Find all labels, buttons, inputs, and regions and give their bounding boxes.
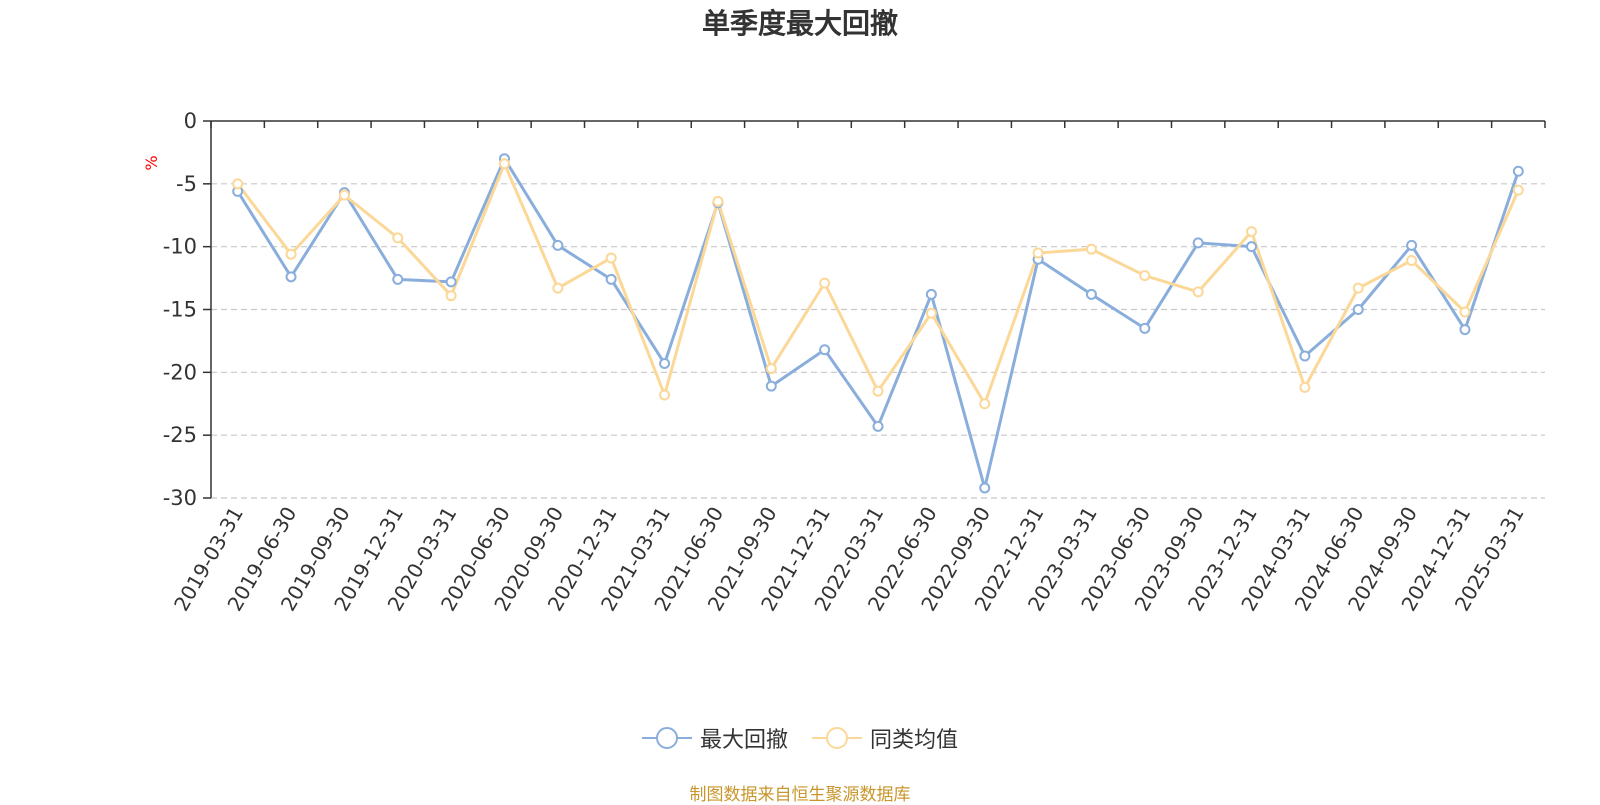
series-2-point [338,189,350,201]
series-2-point [1246,226,1258,238]
source-note: 制图数据来自恒生聚源数据库 [689,785,911,805]
legend-circle-series-2 [826,727,848,749]
legend-marker-series-2-icon [812,727,862,749]
series-2-point [872,385,884,397]
series-2-point [712,195,724,207]
y-tick-label: -25 [163,423,197,447]
series-1-point [1192,237,1204,249]
series-2-point [1192,286,1204,298]
series-2-point [605,252,617,264]
series-2-point [1406,254,1418,266]
legend-marker-series-1-icon [641,727,692,749]
series-2-point [445,290,457,302]
series-1-point [979,482,991,494]
y-axis-unit-label: % [142,155,161,170]
series-1-point [1352,304,1364,315]
series-1-point [285,271,297,283]
series-2-point [232,178,244,190]
series-2-point [659,389,671,401]
chart-title: 单季度最大回撤 [701,7,898,40]
legend-item-series-2[interactable]: 同类均值 [812,722,958,754]
series-2-point [1139,270,1151,282]
series-1-point [1246,241,1258,253]
series-1-point [445,276,457,288]
series-2-point [765,363,777,375]
y-tick-label: -20 [163,360,197,384]
series-2-point [925,307,937,319]
series-1-point [1459,324,1471,336]
legend-item-series-1[interactable]: 最大回撤 [641,722,788,754]
series-1-point [872,420,884,432]
series-2-point [1352,282,1364,294]
y-tick-label: -5 [176,172,197,196]
line-chart: 0-5-10-15-20-25-302019-03-312019-06-3020… [142,109,1546,615]
series-1-point [1085,288,1097,300]
series-2-point [1512,184,1524,196]
series-line-2 [236,162,1520,406]
series-2-point [392,232,404,244]
legend-circle-series-1 [655,727,678,749]
series-1-point [1299,350,1311,362]
series-2-point [1085,243,1097,255]
series-1-point [552,239,564,251]
series-2-point [552,282,564,294]
series-2-point [819,277,831,289]
legend-label-series-1: 最大回撤 [699,728,788,753]
y-tick-label: -15 [163,298,197,322]
series-1-point [925,288,937,300]
series-2-point [285,248,297,260]
series-1-point [605,273,617,285]
series-1-point [1512,165,1524,177]
y-tick-label: -10 [163,235,197,259]
series-1-point [1406,239,1418,251]
series-2-point [1299,381,1311,393]
series-1-point [819,344,831,356]
series-2-point [498,158,510,170]
legend-label-series-2: 同类均值 [870,728,959,753]
series-1-point [1139,322,1151,334]
series-1-point [392,273,404,285]
y-tick-label: -30 [163,486,197,510]
series-2-point [1032,247,1044,259]
chart-legend: 最大回撤 同类均值 [0,722,1600,754]
series-1-point [765,380,777,392]
series-2-point [979,398,991,410]
series-1-point [659,358,671,370]
series-line-1 [236,157,1520,490]
series-2-point [1459,306,1471,318]
y-tick-label: 0 [184,109,197,133]
